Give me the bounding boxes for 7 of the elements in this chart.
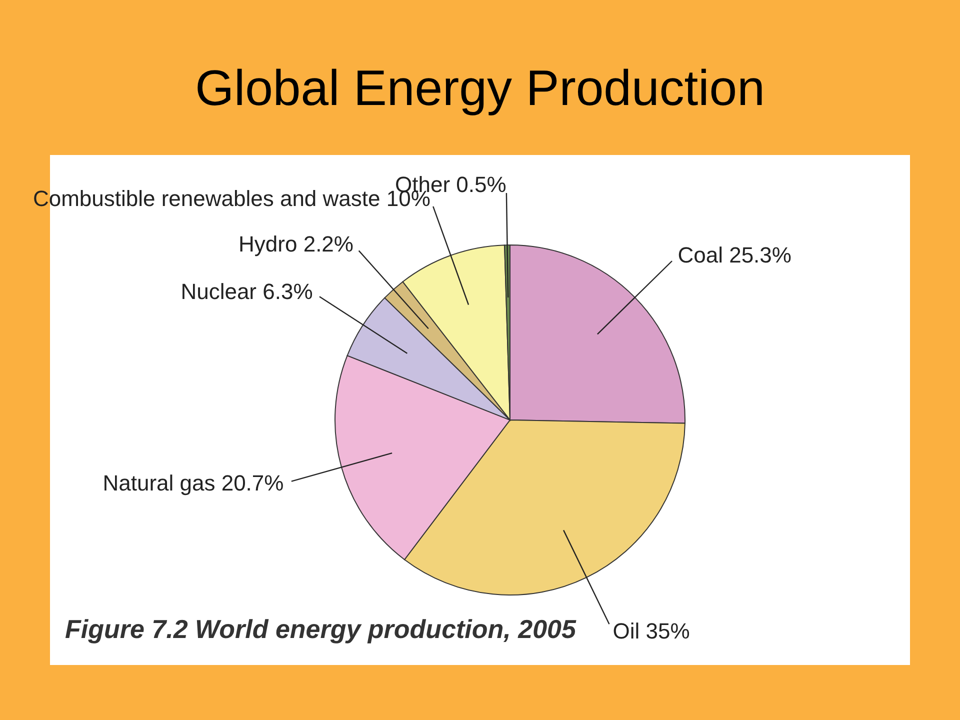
- slice-label: Nuclear 6.3%: [180, 279, 313, 304]
- slice-label: Natural gas 20.7%: [102, 470, 284, 496]
- slice-label: Coal 25.3%: [678, 242, 792, 268]
- slice-label: Hydro 2.2%: [238, 232, 354, 257]
- slice-label: Oil 35%: [612, 618, 690, 644]
- chart-title: Global Energy Production: [195, 60, 765, 116]
- caption: Figure 7.2 World energy production, 2005: [65, 614, 576, 644]
